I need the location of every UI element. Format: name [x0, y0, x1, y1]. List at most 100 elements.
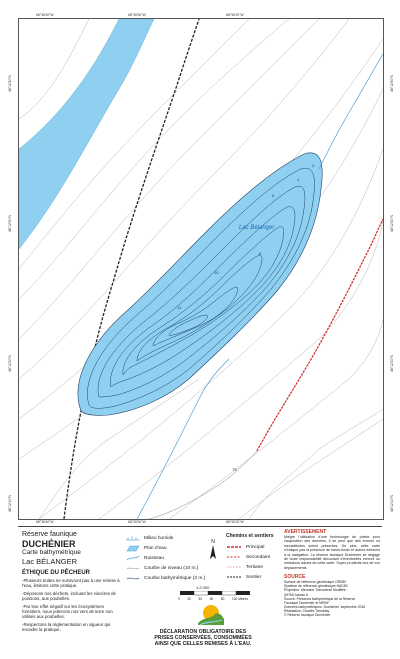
chart-type: Carte bathymétrique	[22, 549, 81, 556]
scale-tick: 80	[220, 597, 225, 601]
coord-top-1: 68°35'40"W	[36, 13, 54, 17]
legend-stream: Ruisseau	[126, 553, 205, 563]
coord-bottom-2: 68°35'30"W	[128, 520, 146, 524]
legend-principal: Principal	[226, 542, 274, 552]
legend-trail: Sentier	[226, 572, 274, 582]
trail-icon	[227, 576, 241, 578]
legend-symbols: Milieu humide Plan d'eau Ruisseau Courbe…	[126, 533, 205, 583]
coord-right-3: 48°12'20"N	[390, 355, 394, 372]
bathymetric-line-icon	[126, 577, 140, 580]
scale-bar	[180, 591, 250, 596]
legend-contour: Courbe de niveau (10 m.)	[126, 563, 205, 573]
stream-north	[318, 53, 383, 170]
legend-wetland: Milieu humide	[126, 533, 205, 543]
scale-tick: 20	[187, 597, 191, 601]
reserve-label: Réserve faunique	[22, 531, 77, 538]
river	[19, 19, 155, 250]
north-arrow-icon	[210, 545, 216, 559]
secondary-road-icon	[227, 556, 241, 558]
depth-label-4: 4	[297, 177, 300, 182]
source-line: Faunique Duchénier et MRNF	[284, 600, 330, 605]
stream-icon	[126, 555, 140, 561]
fisher-ethics-title: ÉTHIQUE DU PÊCHEUR	[22, 570, 91, 576]
coord-left-4: 48°12'10"N	[8, 495, 12, 512]
source-line: Réalisation: Charles Tremblay	[284, 608, 330, 613]
north-arrow: N	[208, 539, 218, 566]
reserve-logo	[198, 605, 224, 626]
legend-water: Plan d'eau	[126, 543, 205, 553]
road-tertiary-south	[148, 450, 258, 519]
water-body-icon	[126, 545, 140, 551]
source-line: Projection: Mercator Transverse Modifiée	[284, 588, 346, 593]
road-label: TE	[232, 467, 237, 472]
legend-label: Plan d'eau	[144, 545, 167, 551]
declaration-line: DÉCLARATION OBLIGATOIRE DES	[159, 629, 247, 635]
depth-label-12: 12	[177, 305, 182, 310]
wetland-icon	[126, 536, 140, 541]
scale-ticks: 0 20 40 60 80 100 Mètres	[178, 597, 248, 601]
legend-label: Milieu humide	[144, 535, 174, 541]
legend-trails: Chemins et sentiers Principal Secondaire…	[226, 533, 274, 582]
warning-box: AVERTISSEMENT Malgré l'utilisation d'une…	[284, 529, 380, 617]
coord-right-1: 48°12'40"N	[390, 75, 394, 92]
source-line: (MTM) fuseau 6	[284, 592, 308, 597]
legend-label: Sentier	[246, 574, 262, 580]
bathymetric-contours	[87, 167, 315, 409]
legend-label: Tertiaire	[246, 564, 264, 570]
contour-line-icon	[126, 567, 140, 570]
source-line: © Réserve faunique Duchénier	[284, 613, 331, 617]
trails-title: Chemins et sentiers	[226, 533, 274, 539]
source-line: Surface de référence géodésique GRS80	[284, 580, 347, 585]
legend-label: Secondaire	[246, 554, 271, 560]
fisher-ethics-item: -Déposons nos déchets, incluant les visc…	[22, 590, 116, 602]
lake-belanger	[77, 152, 323, 416]
declaration-line: PRISES CONSERVÉES, CONSOMMÉES	[154, 635, 252, 641]
source-title: SOURCE	[284, 574, 306, 581]
stream-south	[136, 358, 230, 519]
coord-right-2: 48°12'30"N	[390, 215, 394, 232]
coord-right-4: 48°12'10"N	[390, 495, 394, 512]
road-primary	[256, 218, 383, 452]
coord-left-2: 48°12'30"N	[8, 215, 12, 232]
legend-secondary: Secondaire	[226, 552, 274, 562]
reserve-name: DUCHÉNIER	[22, 539, 76, 549]
fisher-ethics-item: -Plusieurs truites ne survivront pas à u…	[22, 578, 120, 589]
source-line: Données bathymétriques: Duchénier, septe…	[284, 604, 366, 609]
source-line: Système de référence géodésique NAD83	[284, 584, 348, 589]
lake-label: Lac Bélanger	[239, 225, 275, 231]
declaration: DÉCLARATION OBLIGATOIRE DES PRISES CONSE…	[138, 629, 268, 647]
legend-panel: Réserve faunique DUCHÉNIER Carte bathymé…	[18, 526, 382, 649]
scale-tick: 0	[178, 597, 180, 601]
legend-label: Ruisseau	[144, 555, 164, 561]
coord-top-2: 68°35'30"W	[128, 13, 146, 17]
fisher-ethics-item: -Par leur effet négatif sur les écosystè…	[22, 603, 113, 620]
coord-left-3: 48°12'20"N	[8, 355, 12, 372]
warning-title: AVERTISSEMENT	[284, 529, 327, 535]
fisher-ethics-item: -Respectons la réglementation en vigueur…	[22, 621, 111, 633]
coord-bottom-3: 68°35'20"W	[226, 520, 244, 524]
north-letter: N	[211, 539, 215, 545]
title-block: Réserve faunique DUCHÉNIER Carte bathymé…	[22, 531, 124, 633]
trail-path	[63, 19, 200, 519]
coord-top-3: 68°35'20"W	[226, 13, 244, 17]
depth-label-6: 6	[272, 193, 275, 198]
map-frame[interactable]: Lac Bélanger 2 4 6 8 10 12 TE	[18, 18, 384, 520]
scale-tick: 40	[198, 597, 203, 601]
lake-name: Lac BÉLANGER	[22, 557, 78, 566]
tertiary-road-icon	[227, 566, 241, 568]
legend-label: Principal	[246, 544, 265, 550]
scale-tick: 60	[209, 597, 214, 601]
depth-label-8: 8	[259, 251, 262, 256]
legend-tertiary: Tertiaire	[226, 562, 274, 572]
coord-bottom-1: 68°35'40"W	[36, 520, 54, 524]
legend-label: Courbe bathymétrique (2 m.)	[144, 575, 206, 581]
principal-road-icon	[227, 546, 241, 548]
legend-bathymetric: Courbe bathymétrique (2 m.)	[126, 573, 205, 583]
depth-label-10: 10	[214, 270, 219, 275]
source-line: Source: Présence bathymétrique de la Rés…	[284, 596, 356, 601]
declaration-line: AINSI QUE CELLES REMISES À L'EAU.	[154, 641, 252, 647]
legend-label: Courbe de niveau (10 m.)	[144, 565, 199, 571]
warning-text: Malgré l'utilisation d'une technologie d…	[284, 535, 380, 570]
coord-left-1: 48°12'40"N	[8, 75, 12, 92]
depth-label-2: 2	[312, 163, 315, 168]
